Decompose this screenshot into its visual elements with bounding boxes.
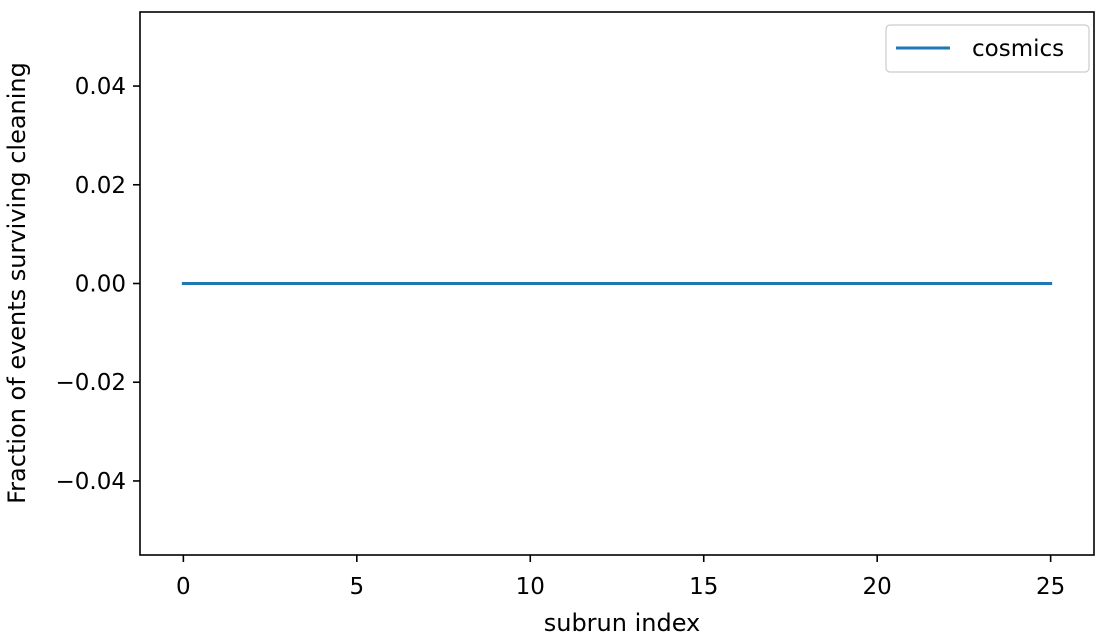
x-tick-label: 15 (689, 574, 718, 600)
legend-box (885, 24, 1090, 73)
y-tick-label: 0.00 (75, 272, 126, 298)
x-tick-label: 20 (863, 574, 892, 600)
y-axis-label: Fraction of events surviving cleaning (3, 62, 31, 504)
legend-label-cosmics: cosmics (972, 36, 1064, 62)
x-tick-label: 10 (516, 574, 545, 600)
y-tick-label: −0.02 (56, 370, 126, 396)
y-tick-label: 0.02 (75, 173, 126, 199)
y-tick-label: 0.04 (75, 74, 126, 100)
x-tick-label: 25 (1036, 574, 1065, 600)
legend: cosmics (885, 24, 1090, 73)
y-tick-label: −0.04 (56, 469, 126, 495)
x-tick-label: 0 (176, 574, 191, 600)
x-axis-label: subrun index (544, 609, 701, 637)
x-tick-label: 5 (349, 574, 364, 600)
